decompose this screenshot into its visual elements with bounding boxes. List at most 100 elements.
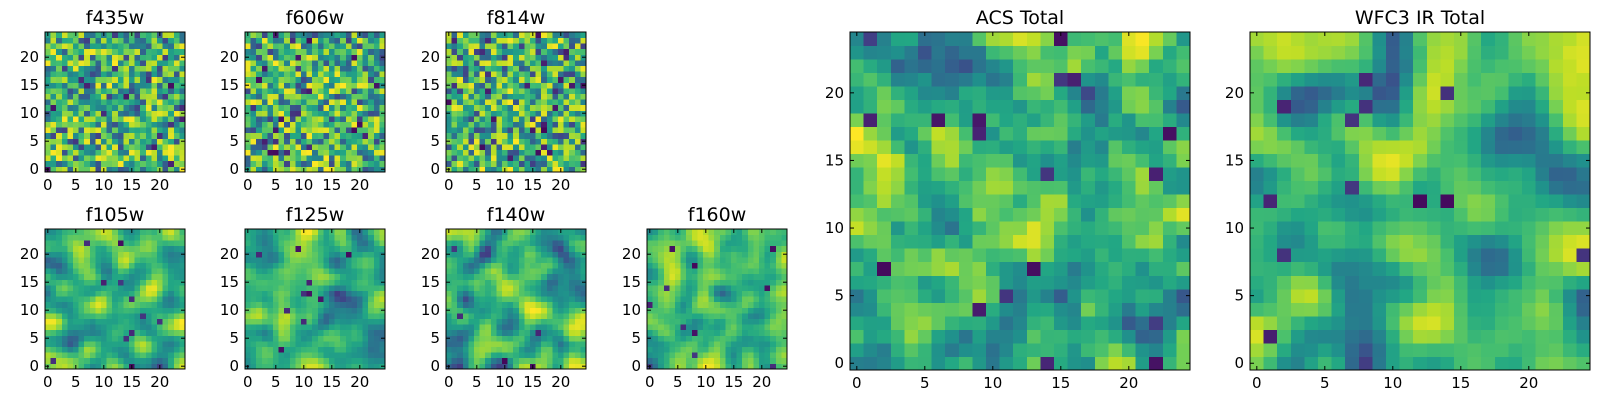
heatmap-cell [73,116,79,122]
heatmap-cell [306,324,313,331]
heatmap-cell [986,194,1000,209]
heatmap-cell [123,149,130,156]
heatmap-cell [496,251,503,258]
heatmap-cell [451,341,458,347]
heatmap-cell [474,251,480,258]
heatmap-cell [340,76,347,83]
heatmap-cell [245,341,251,347]
heatmap-cell [1081,329,1096,344]
heatmap-cell [362,318,369,325]
heatmap-cell [89,88,96,94]
heatmap-cell [479,357,486,364]
heatmap-cell [95,307,102,314]
heatmap-cell [541,116,548,122]
heatmap-cell [261,99,268,106]
heatmap-cell [958,248,973,263]
heatmap-cell [558,88,564,94]
heatmap-cell [56,93,63,100]
heatmap-cell [379,155,386,162]
heatmap-cell [73,301,79,308]
heatmap-cell [972,234,987,249]
heatmap-cell [357,82,363,89]
heatmap-cell [759,257,765,263]
heatmap-cell [56,352,63,359]
heatmap-cell [496,240,503,247]
heatmap-cell [67,285,74,291]
heatmap-cell [569,88,576,94]
heatmap-cell [317,279,324,286]
heatmap-cell [261,138,268,145]
heatmap-cell [151,341,158,347]
heatmap-cell [278,121,285,128]
heatmap-cell [535,144,542,150]
heatmap-cell [663,268,670,275]
heatmap-cell [574,251,581,258]
heatmap-cell [485,88,492,94]
heatmap-cell [345,43,352,50]
heatmap-cell [245,357,251,364]
heatmap-cell [764,245,771,252]
heatmap-cell [329,262,335,269]
heatmap-cell [742,301,749,308]
heatmap-cell [524,229,531,235]
heatmap-cell [323,160,330,167]
heatmap-cell [552,132,559,139]
heatmap-cell [351,65,358,72]
heatmap-cell [123,273,130,280]
heatmap-cell [317,110,324,117]
heatmap-cell [496,273,503,280]
heatmap-cell [945,342,960,357]
heatmap-cell [731,329,737,336]
heatmap-cell [140,245,147,252]
heatmap-cell [301,318,307,325]
heatmap-cell [362,279,369,286]
heatmap-cell [563,240,570,247]
heatmap-cell [106,43,113,50]
heatmap-cell [362,245,369,252]
heatmap-cell [496,307,503,314]
heatmap-cell [451,144,458,150]
heatmap-cell [736,307,743,314]
heatmap-cell [140,240,147,247]
heatmap-cell [145,71,152,78]
heatmap-cell [362,313,369,319]
heatmap-cell [658,363,665,370]
heatmap-cell [502,99,508,106]
heatmap-cell [256,104,263,111]
heatmap-cell [168,262,175,269]
heatmap-cell [312,93,319,100]
heatmap-cell [530,54,536,61]
heatmap-cell [479,318,486,325]
heatmap-cell [89,273,96,280]
heatmap-cell [45,88,51,94]
heatmap-cell [340,132,347,139]
heatmap-cell [345,352,352,359]
heatmap-cell [485,273,492,280]
heatmap-cell [686,307,693,314]
heatmap-cell [112,262,119,269]
heatmap-cell [708,324,715,331]
heatmap-cell [317,363,324,370]
heatmap-cell [89,245,96,252]
heatmap-cell [351,234,358,241]
heatmap-cell [697,273,704,280]
heatmap-cell [541,279,548,286]
heatmap-cell [507,88,514,94]
heatmap-cell [101,76,107,83]
heatmap-cell [173,149,180,156]
heatmap-cell [558,54,564,61]
heatmap-cell [151,82,158,89]
heatmap-cell [145,290,152,297]
heatmap-cell [446,262,452,269]
heatmap-cell [106,110,113,117]
heatmap-cell [877,194,892,209]
heatmap-cell [496,48,503,55]
heatmap-cell [317,71,324,78]
heatmap-cell [574,48,581,55]
heatmap-cell [329,234,335,241]
heatmap-cell [719,363,726,370]
heatmap-cell [317,82,324,89]
heatmap-cell [379,65,386,72]
heatmap-cell [446,290,452,297]
heatmap-cell [78,76,85,83]
